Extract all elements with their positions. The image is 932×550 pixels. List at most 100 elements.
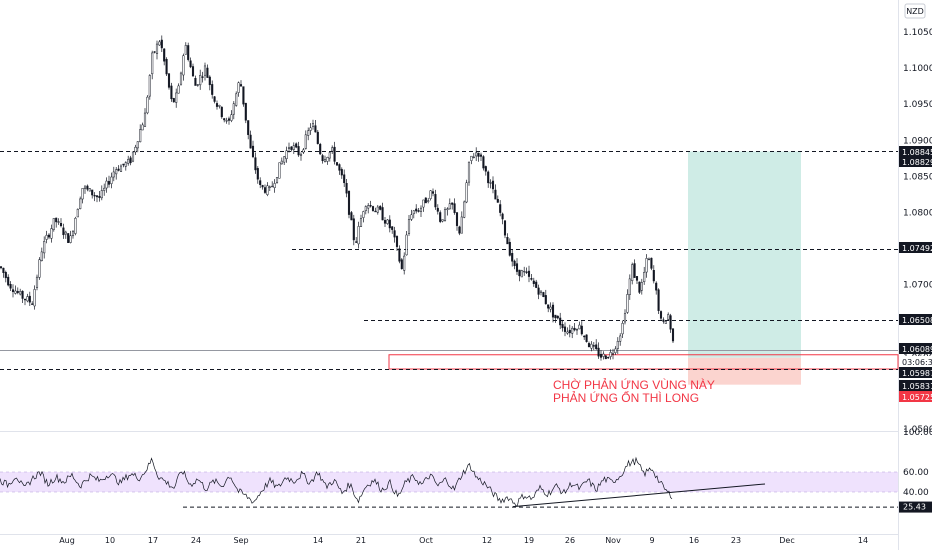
candle-up	[463, 201, 466, 218]
candle-down	[374, 210, 377, 213]
candle-down	[47, 234, 51, 238]
candle-down	[381, 207, 384, 221]
candle-down	[599, 353, 603, 358]
candle-down	[400, 259, 403, 270]
candle-up	[410, 214, 413, 220]
candle-up	[155, 43, 159, 54]
candle-up	[403, 255, 406, 271]
candle-up	[304, 134, 307, 149]
annotation-line-2: PHẢN ỨNG ỔN THÌ LONG	[553, 390, 699, 405]
candle-up	[79, 198, 82, 209]
candle-up	[475, 152, 478, 157]
candle-up	[100, 190, 103, 199]
candle-up	[412, 210, 415, 215]
candle-up	[196, 84, 199, 86]
candle-down	[479, 154, 483, 157]
candle-down	[496, 199, 499, 203]
candle-down	[494, 189, 497, 200]
candle-up	[225, 120, 228, 122]
candle-up	[619, 335, 622, 342]
date-tick-label: Oct	[419, 536, 433, 545]
date-tick-label: 14	[858, 536, 868, 545]
candle-up	[14, 290, 17, 294]
candle-down	[62, 227, 65, 236]
candle-down	[297, 146, 300, 156]
rsi-indicator	[0, 456, 898, 508]
candle-down	[671, 328, 675, 342]
candle-up	[266, 185, 269, 195]
candle-down	[11, 289, 15, 293]
rsi-band	[0, 472, 898, 492]
candle-up	[119, 165, 123, 172]
date-tick-label: Nov	[605, 536, 621, 545]
date-tick-label: 9	[649, 536, 654, 545]
candle-down	[633, 263, 636, 278]
candle-up	[590, 343, 593, 349]
rsi-value-tag: 25.43	[903, 503, 926, 512]
candle-down	[525, 271, 528, 273]
candle-up	[602, 353, 605, 357]
candle-down	[340, 169, 343, 176]
candle-down	[9, 284, 12, 289]
rsi-trendline	[512, 483, 766, 508]
candle-up	[616, 340, 619, 349]
rsi-value-tag-bg	[899, 501, 932, 513]
candle-up	[278, 162, 281, 179]
candle-down	[635, 276, 639, 281]
candle-down	[501, 213, 504, 220]
candle-down	[21, 290, 24, 299]
price-tick-label: 1.08500	[903, 172, 932, 182]
price-tag-label: 1.05831	[902, 382, 932, 391]
candle-down	[659, 311, 663, 319]
candle-up	[115, 169, 118, 175]
candle-up	[302, 149, 305, 153]
candle-down	[352, 218, 355, 241]
candle-up	[146, 96, 149, 114]
price-tick-label: 1.09500	[903, 100, 932, 110]
candle-down	[547, 304, 550, 309]
price-tag-bg	[899, 156, 932, 167]
currency-badge[interactable]	[904, 3, 926, 19]
candle-up	[359, 218, 363, 227]
date-axis[interactable]: Aug 10 17 24 Sep 14 21 Oct 12 19 26 Nov 9 16 23 Dec 14	[59, 536, 868, 545]
date-tick-label: Dec	[779, 536, 794, 545]
candle-up	[237, 82, 240, 93]
candle-down	[537, 287, 540, 295]
candle-up	[566, 331, 569, 334]
price-tag-label: 1.06508	[902, 316, 932, 325]
candle-down	[254, 157, 257, 171]
candle-down	[187, 45, 190, 60]
candle-up	[273, 183, 276, 188]
candle-up	[283, 156, 286, 163]
candle-up	[441, 219, 444, 222]
candle-up	[571, 327, 574, 334]
candle-up	[448, 203, 451, 210]
candle-down	[477, 152, 480, 157]
candle-down	[215, 103, 219, 107]
candle-down	[515, 263, 519, 272]
candle-down	[451, 202, 454, 205]
date-tick-label: 16	[689, 536, 699, 545]
candle-down	[16, 291, 19, 293]
candle-down	[559, 317, 562, 326]
candle-up	[623, 313, 627, 323]
candle-down	[23, 298, 27, 301]
candle-down	[2, 267, 5, 273]
candle-up	[26, 296, 29, 302]
rsi-axis[interactable]: 100.00 60.00 40.00 25.43	[899, 428, 932, 513]
candle-down	[592, 345, 595, 347]
candle-down	[583, 335, 586, 338]
candle-down	[189, 60, 192, 68]
position-zones	[388, 151, 899, 385]
candle-up	[136, 141, 139, 149]
price-tick-label: 1.08000	[903, 208, 932, 218]
price-tag-bg	[899, 343, 932, 354]
candle-up	[76, 209, 79, 218]
candle-down	[259, 180, 262, 185]
candle-down	[580, 325, 583, 335]
candle-up	[127, 159, 130, 164]
candle-up	[311, 123, 315, 127]
candle-up	[103, 187, 106, 191]
